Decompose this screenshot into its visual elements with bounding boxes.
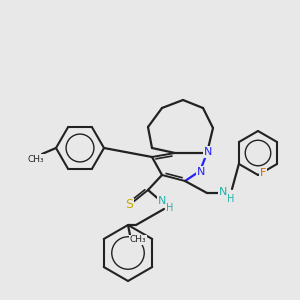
Text: N: N — [219, 187, 227, 197]
Text: S: S — [125, 199, 133, 212]
Text: CH₃: CH₃ — [130, 236, 146, 244]
Text: N: N — [158, 196, 166, 206]
Text: CH₃: CH₃ — [28, 154, 44, 164]
Text: H: H — [227, 194, 235, 204]
Text: F: F — [260, 168, 266, 178]
Text: N: N — [197, 167, 205, 177]
Text: H: H — [166, 203, 174, 213]
Text: N: N — [204, 147, 212, 157]
